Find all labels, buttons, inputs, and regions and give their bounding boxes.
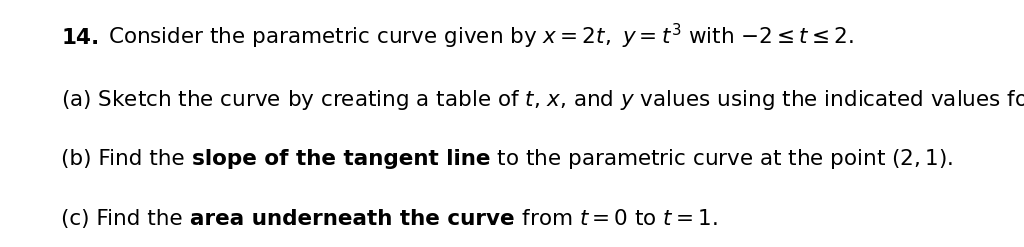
Text: Consider the parametric curve given by $x = 2t,\ y = t^3$ with $-2 \leq t \leq 2: Consider the parametric curve given by $… xyxy=(108,22,853,51)
Text: (a) Sketch the curve by creating a table of $t$, $x$, and $y$ values using the i: (a) Sketch the curve by creating a table… xyxy=(61,88,1024,112)
Text: (b) Find the: (b) Find the xyxy=(61,149,191,169)
Text: $\mathbf{14.}$: $\mathbf{14.}$ xyxy=(61,28,99,48)
Text: to the parametric curve at the point $(2, 1)$.: to the parametric curve at the point $(2… xyxy=(490,147,953,171)
Text: slope of the tangent line: slope of the tangent line xyxy=(191,149,490,169)
Text: from $t = 0$ to $t = 1$.: from $t = 0$ to $t = 1$. xyxy=(515,209,718,229)
Text: area underneath the curve: area underneath the curve xyxy=(189,209,515,229)
Text: (c) Find the: (c) Find the xyxy=(61,209,189,229)
